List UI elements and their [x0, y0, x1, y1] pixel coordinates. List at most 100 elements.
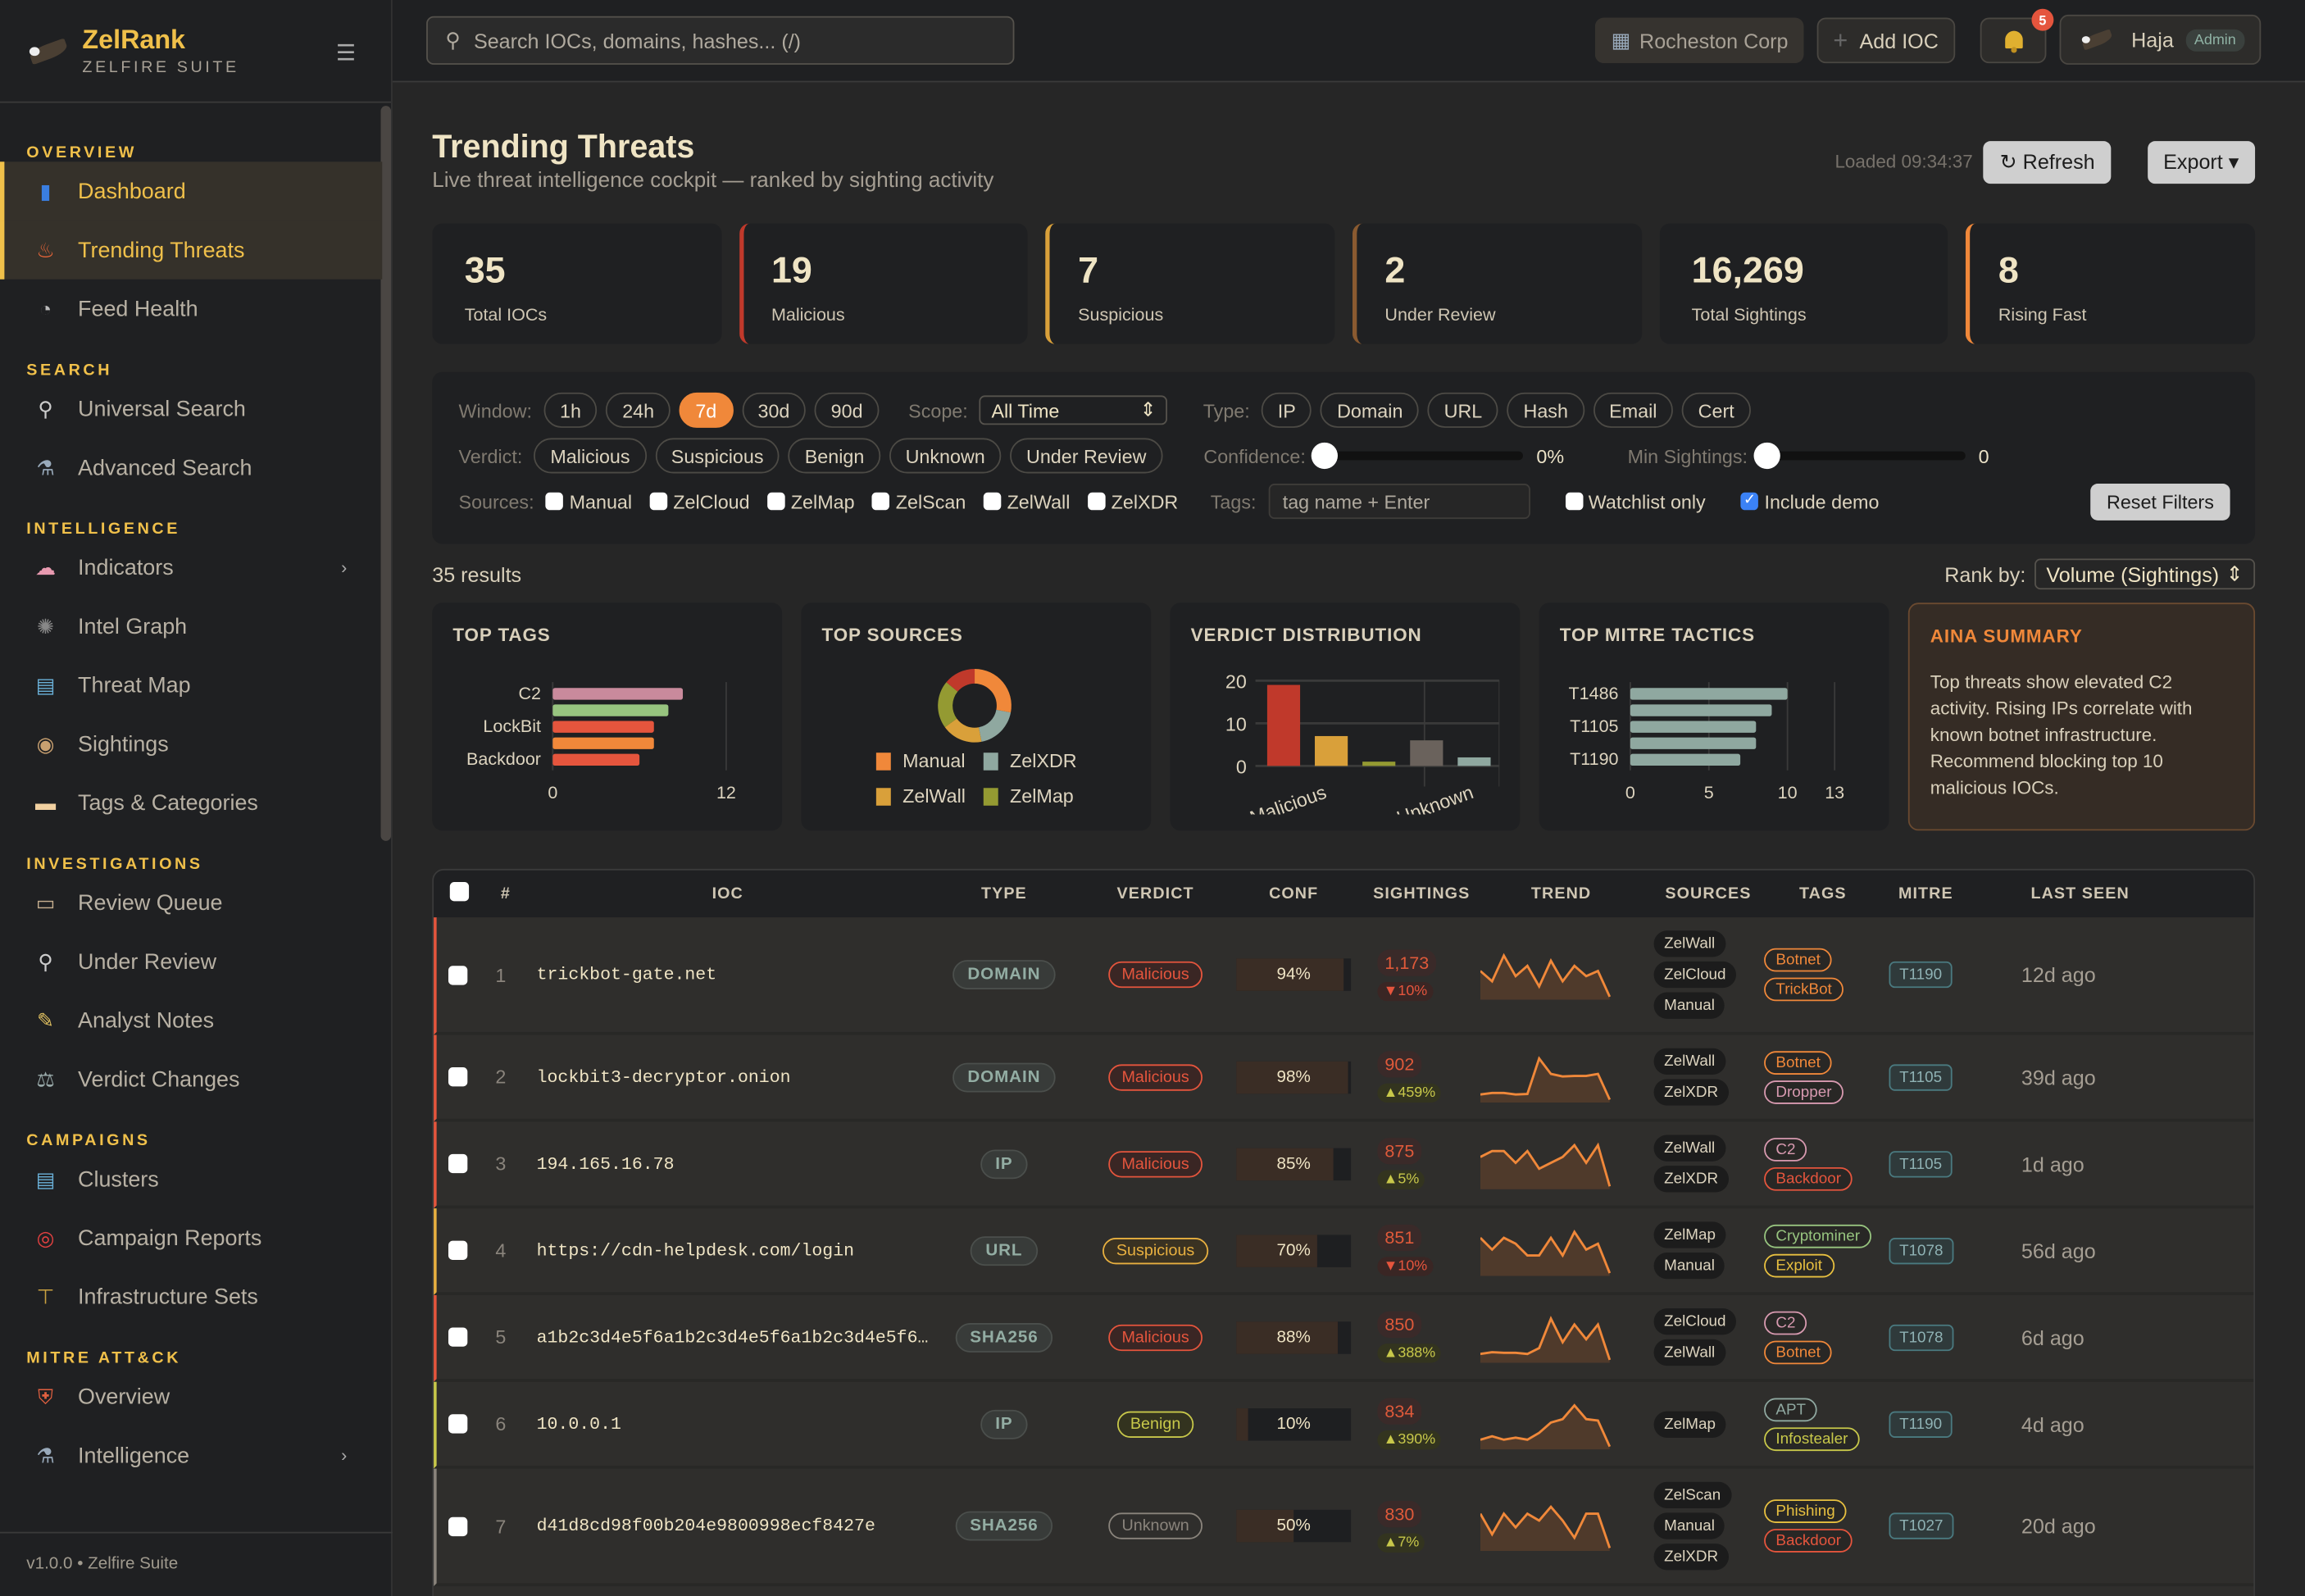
tag-chip[interactable]: APT — [1764, 1397, 1818, 1421]
type-cert[interactable]: Cert — [1681, 392, 1751, 428]
ioc-value[interactable]: 194.165.16.78 — [536, 1153, 675, 1175]
row-checkbox[interactable] — [448, 1067, 468, 1087]
sidebar-item-intelligence[interactable]: ⚗ Intelligence › — [0, 1426, 382, 1485]
type-url[interactable]: URL — [1427, 392, 1499, 428]
window-24h[interactable]: 24h — [606, 392, 671, 428]
table-row[interactable]: 6 10.0.0.1 IP Benign 10% 834 ▲390% ZelMap APT Inf… — [434, 1381, 2254, 1469]
mitre-badge[interactable]: T1190 — [1889, 961, 1953, 989]
sidebar-item-campaign-reports[interactable]: ◎ Campaign Reports — [0, 1208, 382, 1267]
ioc-value[interactable]: 10.0.0.1 — [536, 1413, 621, 1435]
table-row[interactable]: 5 a1b2c3d4e5f6a1b2c3d4e5f6a1b2c3d4e5f6… SH… — [434, 1294, 2254, 1382]
mitre-badge[interactable]: T1105 — [1889, 1150, 1953, 1177]
source-checkbox-zelmap[interactable]: ZelMap — [767, 490, 855, 512]
row-checkbox[interactable] — [448, 1516, 468, 1536]
ioc-value[interactable]: a1b2c3d4e5f6a1b2c3d4e5f6a1b2c3d4e5f6… — [536, 1326, 929, 1348]
sidebar-item-review-queue[interactable]: ▭ Review Queue — [0, 873, 382, 932]
row-checkbox[interactable] — [448, 1240, 468, 1260]
tag-chip[interactable]: C2 — [1764, 1137, 1807, 1161]
tag-chip[interactable]: Botnet — [1764, 948, 1833, 972]
mitre-badge[interactable]: T1190 — [1889, 1410, 1953, 1438]
column-header-ioc[interactable]: IOC — [712, 884, 743, 903]
sidebar-item-advanced-search[interactable]: ⚗ Advanced Search — [0, 438, 382, 497]
source-checkbox-zelscan[interactable]: ZelScan — [872, 490, 966, 512]
mitre-badge[interactable]: T1078 — [1889, 1237, 1954, 1264]
tag-chip[interactable]: Exploit — [1764, 1253, 1834, 1277]
checkbox[interactable] — [767, 492, 785, 511]
window-1h[interactable]: 1h — [543, 392, 598, 428]
table-row[interactable]: 2 lockbit3-decryptor.onion DOMAIN Malicious… — [434, 1034, 2254, 1122]
tag-chip[interactable]: Dropper — [1764, 1080, 1844, 1103]
table-row[interactable]: 4 https://cdn-helpdesk.com/login URL Suspic… — [434, 1208, 2254, 1295]
column-header-trend[interactable]: TREND — [1530, 884, 1592, 903]
sidebar-item-threat-map[interactable]: ▤ Threat Map — [0, 656, 382, 715]
tag-chip[interactable]: TrickBot — [1764, 977, 1844, 1002]
tag-chip[interactable]: Phishing — [1764, 1499, 1848, 1523]
sidebar-item-tags-categories[interactable]: ▬ Tags & Categories — [0, 773, 382, 832]
watchlist-checkbox[interactable]: Watchlist only — [1565, 490, 1706, 512]
column-header-tags[interactable]: TAGS — [1798, 884, 1847, 903]
checkbox[interactable] — [1565, 492, 1583, 511]
table-row[interactable]: 7 d41d8cd98f00b204e9800998ecf8427e SHA256 U… — [434, 1468, 2254, 1587]
verdict-filter-benign[interactable]: Benign — [789, 438, 881, 474]
hamburger-menu-icon[interactable]: ☰ — [335, 41, 357, 66]
sidebar-item-analyst-notes[interactable]: ✎ Analyst Notes — [0, 991, 382, 1050]
tag-chip[interactable]: Botnet — [1764, 1050, 1833, 1075]
mitre-badge[interactable]: T1027 — [1889, 1512, 1954, 1539]
row-checkbox[interactable] — [448, 1153, 468, 1174]
sidebar-scrollbar[interactable] — [380, 106, 392, 841]
user-menu[interactable]: Haja Admin — [2059, 14, 2262, 65]
row-checkbox[interactable] — [448, 1327, 468, 1347]
row-checkbox[interactable] — [448, 1414, 468, 1434]
tags-input[interactable]: tag name + Enter — [1267, 484, 1530, 520]
sidebar-item-trending-threats[interactable]: ♨ Trending Threats — [0, 221, 383, 280]
select-all-checkbox[interactable] — [449, 882, 470, 902]
source-checkbox-zelxdr[interactable]: ZelXDR — [1087, 490, 1178, 512]
column-header-last-seen[interactable]: LAST SEEN — [2030, 884, 2130, 903]
tag-chip[interactable]: Cryptominer — [1764, 1224, 1872, 1248]
column-header-type[interactable]: TYPE — [980, 884, 1027, 903]
sidebar-item-infrastructure-sets[interactable]: ⊤ Infrastructure Sets — [0, 1267, 382, 1326]
sidebar-item-dashboard[interactable]: ▮ Dashboard — [0, 161, 383, 221]
mitre-badge[interactable]: T1078 — [1889, 1323, 1954, 1351]
tag-chip[interactable]: C2 — [1764, 1310, 1807, 1335]
window-90d[interactable]: 90d — [814, 392, 880, 428]
row-checkbox[interactable] — [448, 965, 468, 984]
search-input[interactable]: ⚲ Search IOCs, domains, hashes... (/) — [426, 16, 1015, 65]
rank-select[interactable]: Volume (Sightings) ⇕ — [2034, 558, 2256, 590]
ioc-value[interactable]: d41d8cd98f00b204e9800998ecf8427e — [536, 1515, 875, 1537]
sidebar-item-overview[interactable]: ⛨ Overview — [0, 1367, 382, 1426]
source-checkbox-zelcloud[interactable]: ZelCloud — [649, 490, 750, 512]
sidebar-item-universal-search[interactable]: ⚲ Universal Search — [0, 380, 382, 439]
sidebar-item-clusters[interactable]: ▤ Clusters — [0, 1149, 382, 1208]
table-row[interactable]: 1 trickbot-gate.net DOMAIN Malicious 94% 1,17… — [434, 917, 2254, 1035]
tag-chip[interactable]: Backdoor — [1764, 1529, 1853, 1553]
mitre-badge[interactable]: T1105 — [1889, 1063, 1953, 1090]
ioc-value[interactable]: https://cdn-helpdesk.com/login — [536, 1239, 855, 1261]
column-header-sightings[interactable]: SIGHTINGS — [1373, 884, 1471, 903]
reset-filters-button[interactable]: Reset Filters — [2090, 483, 2230, 520]
verdict-filter-under-review[interactable]: Under Review — [1010, 438, 1163, 474]
scope-select[interactable]: All Time ⇕ — [980, 395, 1168, 425]
column-header-index[interactable]: # — [500, 884, 511, 903]
sidebar-item-indicators[interactable]: ☁ Indicators › — [0, 538, 382, 597]
slider-handle[interactable] — [1311, 442, 1339, 470]
checkbox[interactable] — [545, 492, 564, 511]
window-7d[interactable]: 7d — [679, 392, 734, 428]
type-hash[interactable]: Hash — [1507, 392, 1584, 428]
slider-handle[interactable] — [1753, 442, 1780, 470]
checkbox[interactable] — [983, 492, 1002, 511]
table-row[interactable]: 3 194.165.16.78 IP Malicious 85% 875 ▲5% ZelWal… — [434, 1121, 2254, 1209]
checkbox[interactable] — [1087, 492, 1106, 511]
type-domain[interactable]: Domain — [1321, 392, 1420, 428]
verdict-filter-suspicious[interactable]: Suspicious — [655, 438, 780, 474]
column-header-mitre[interactable]: MITRE — [1898, 884, 1953, 903]
source-checkbox-manual[interactable]: Manual — [545, 490, 632, 512]
refresh-button[interactable]: ↻ Refresh — [1983, 141, 2112, 184]
ioc-value[interactable]: lockbit3-decryptor.onion — [536, 1066, 791, 1088]
verdict-filter-unknown[interactable]: Unknown — [889, 438, 1002, 474]
tag-chip[interactable]: Backdoor — [1764, 1166, 1853, 1190]
column-header-sources[interactable]: SOURCES — [1665, 884, 1752, 903]
sidebar-item-under-review[interactable]: ⚲ Under Review — [0, 932, 382, 991]
tag-chip[interactable]: Botnet — [1764, 1339, 1833, 1364]
source-checkbox-zelwall[interactable]: ZelWall — [983, 490, 1070, 512]
